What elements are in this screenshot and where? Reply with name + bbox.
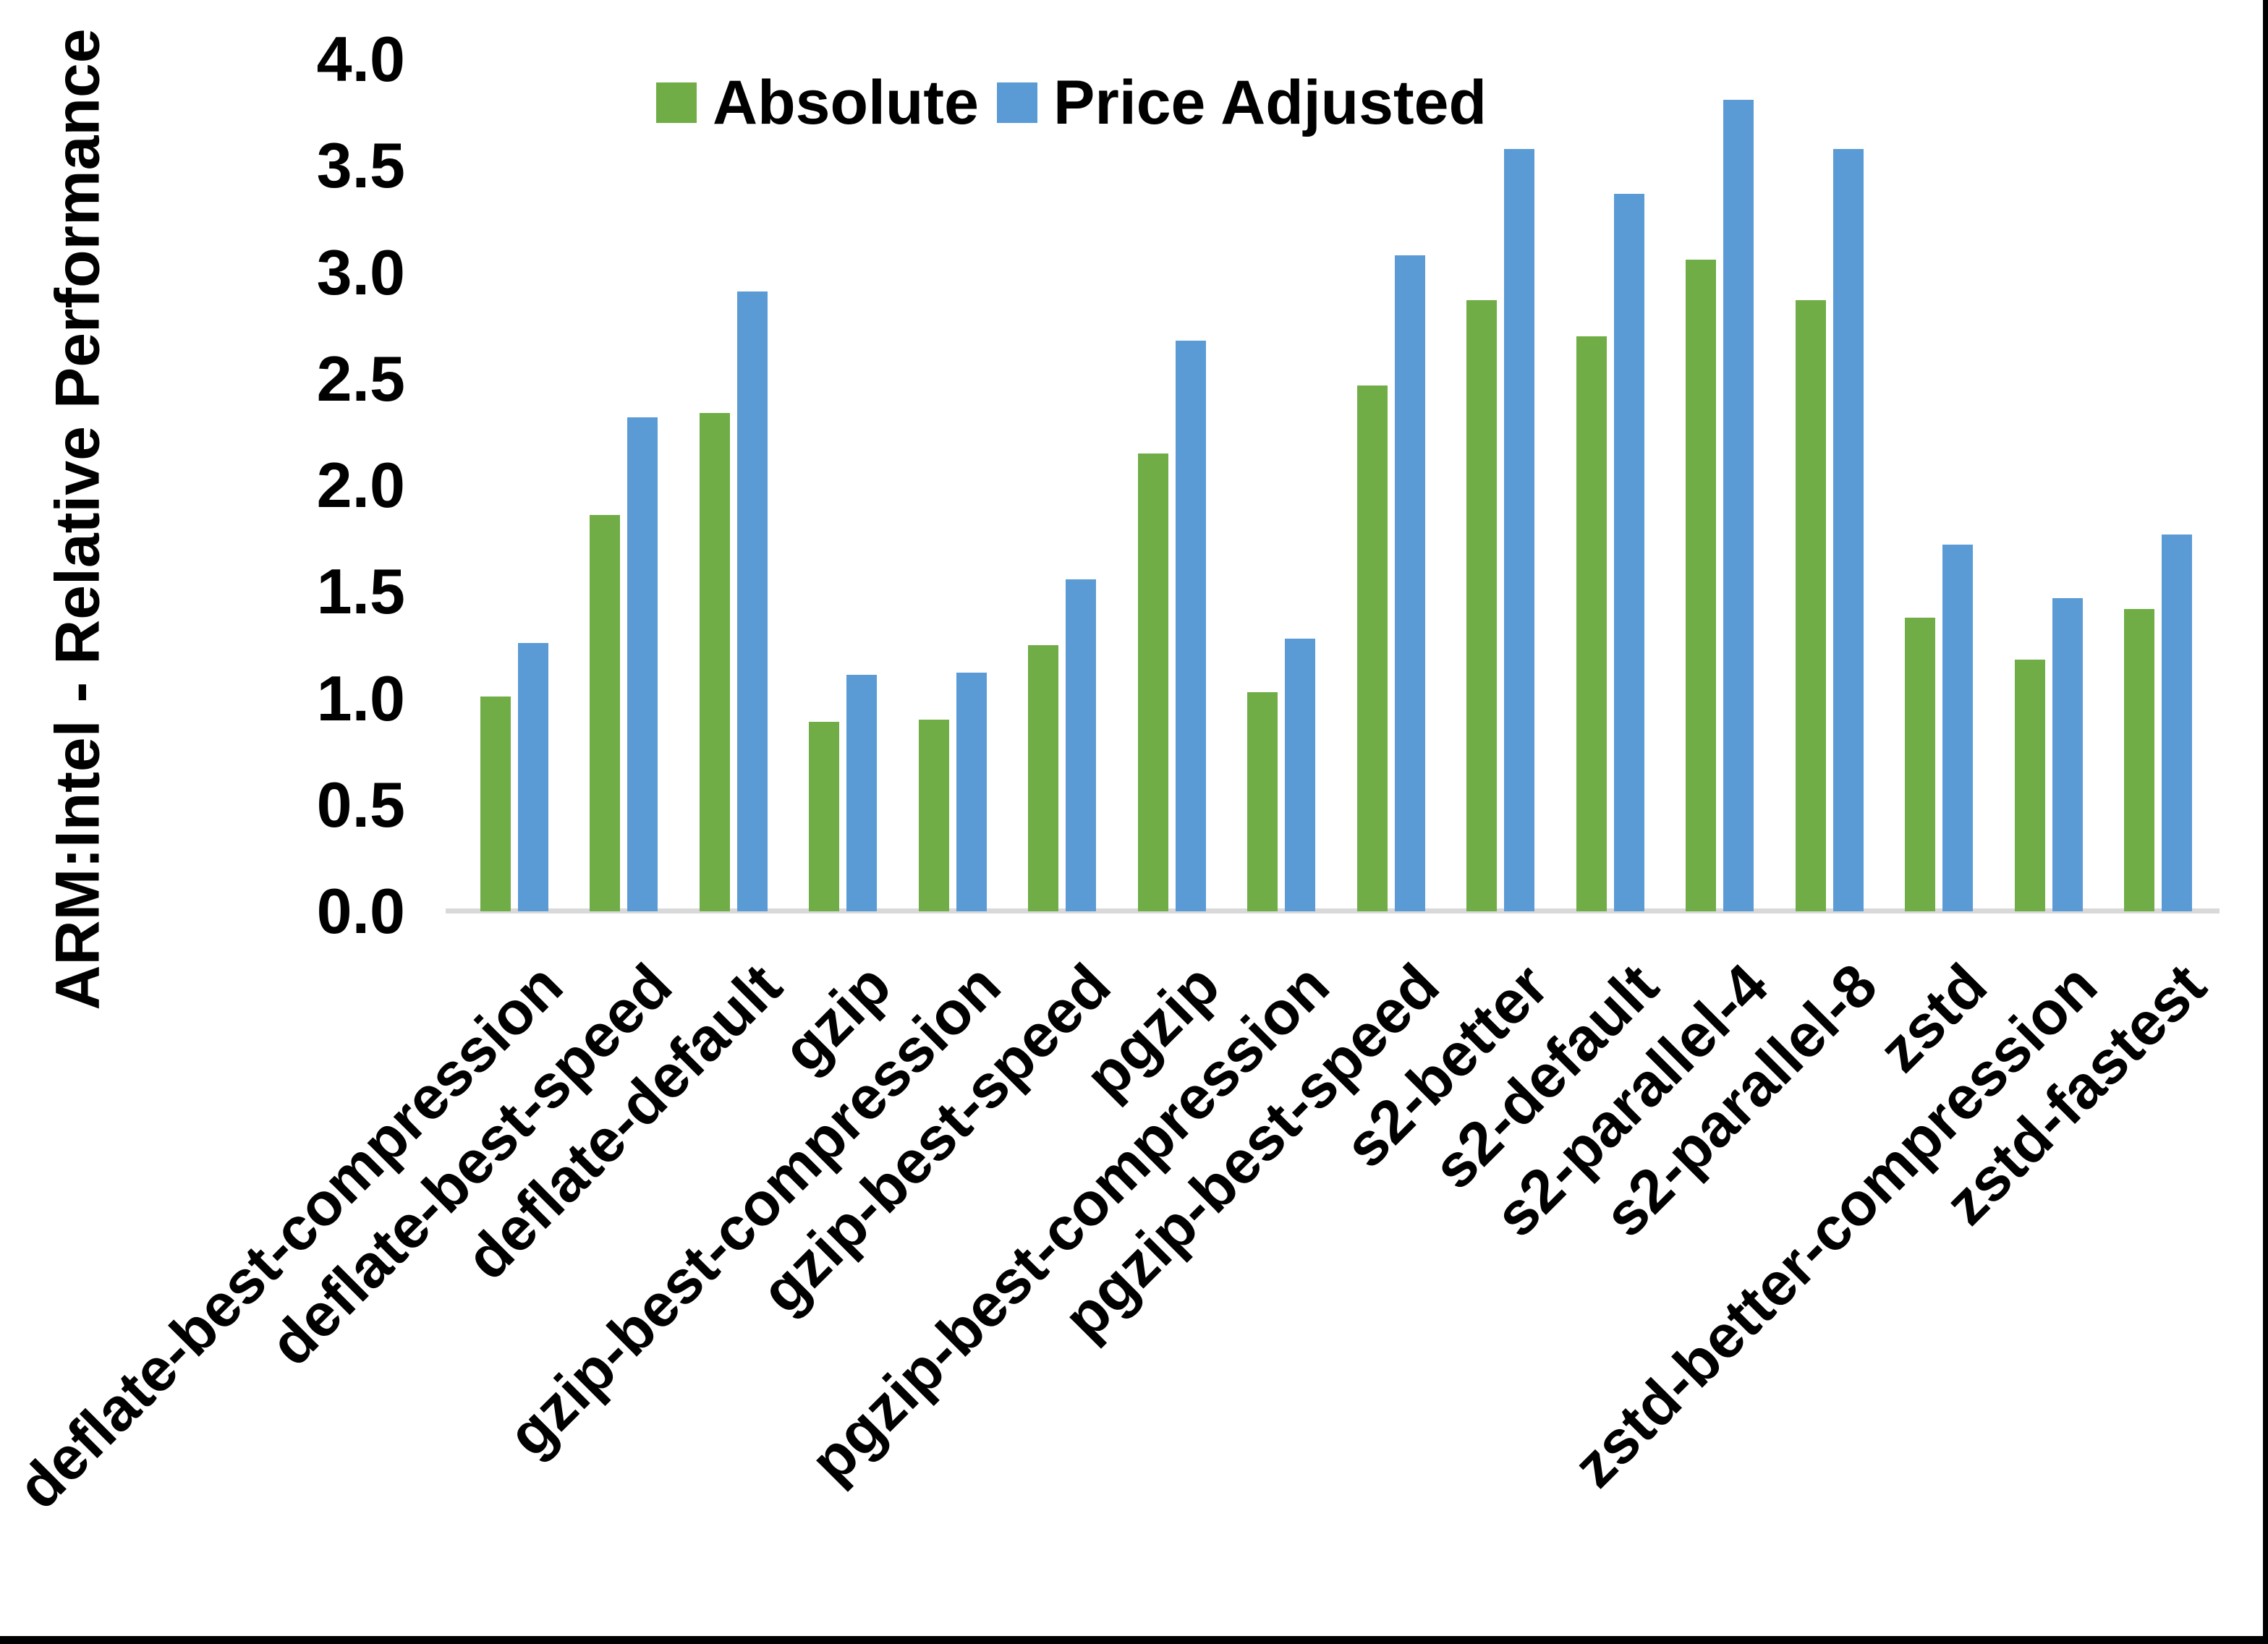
bar-price-adjusted-s2-parallel-4: [1723, 100, 1754, 911]
bar-price-adjusted-s2-default: [1613, 194, 1644, 911]
y-axis-title: ARM:Intel - Relative Performance: [43, 28, 113, 1010]
bar-absolute-deflate-best-speed: [590, 515, 621, 911]
bar-price-adjusted-pgzip-best-speed: [1394, 255, 1425, 911]
y-tick-label-0.5: 0.5: [316, 768, 405, 840]
bar-price-adjusted-s2-parallel-8: [1832, 149, 1864, 911]
bar-absolute-gzip-best-speed: [1028, 645, 1059, 911]
bar-price-adjusted-deflate-best-speed: [627, 417, 658, 911]
y-tick-label-3.5: 3.5: [316, 129, 405, 202]
y-tick-label-1.0: 1.0: [316, 662, 405, 734]
legend-label-price-adjusted: Price Adjusted: [1053, 68, 1487, 137]
bar-price-adjusted-gzip: [846, 675, 878, 911]
bar-absolute-s2-default: [1576, 336, 1607, 911]
y-tick-label-2.0: 2.0: [316, 449, 405, 521]
bar-price-adjusted-zstd-better-compression: [2052, 598, 2083, 911]
bar-absolute-s2-better: [1466, 300, 1498, 911]
y-tick-label-3.0: 3.0: [316, 236, 405, 308]
bar-absolute-s2-parallel-4: [1686, 260, 1717, 911]
bar-absolute-zstd: [1905, 618, 1936, 911]
page-bottom-border: [0, 1636, 2268, 1644]
y-tick-label-4.0: 4.0: [316, 23, 405, 95]
bar-absolute-zstd-better-compression: [2014, 660, 2045, 911]
legend-swatch-absolute: [656, 82, 697, 123]
bar-price-adjusted-s2-better: [1504, 149, 1535, 911]
bar-absolute-gzip-best-compression: [918, 720, 949, 911]
bar-absolute-zstd-fastest: [2124, 609, 2155, 911]
y-tick-label-0.0: 0.0: [316, 875, 405, 947]
bar-absolute-deflate-default: [699, 413, 730, 911]
bar-price-adjusted-zstd-fastest: [2162, 534, 2193, 911]
bar-absolute-gzip: [809, 722, 840, 911]
bar-price-adjusted-deflate-default: [736, 291, 768, 911]
bar-absolute-s2-parallel-8: [1795, 300, 1826, 911]
y-tick-label-1.5: 1.5: [316, 555, 405, 628]
bar-price-adjusted-gzip-best-compression: [956, 673, 987, 911]
bar-price-adjusted-gzip-best-speed: [1066, 579, 1097, 911]
y-tick-label-2.5: 2.5: [316, 342, 405, 414]
x-axis-line: [446, 908, 2220, 913]
bar-absolute-deflate-best-compression: [480, 697, 511, 911]
bar-price-adjusted-pgzip: [1175, 341, 1206, 911]
bar-absolute-pgzip-best-compression: [1247, 692, 1278, 911]
legend-swatch-price-adjusted: [997, 82, 1037, 123]
bar-absolute-pgzip: [1137, 453, 1168, 911]
bar-absolute-pgzip-best-speed: [1356, 386, 1388, 911]
bar-price-adjusted-zstd: [1942, 545, 1974, 911]
legend-label-absolute: Absolute: [713, 68, 979, 137]
page-right-border: [2263, 0, 2268, 1644]
bar-price-adjusted-pgzip-best-compression: [1285, 639, 1316, 911]
bar-price-adjusted-deflate-best-compression: [517, 643, 548, 911]
